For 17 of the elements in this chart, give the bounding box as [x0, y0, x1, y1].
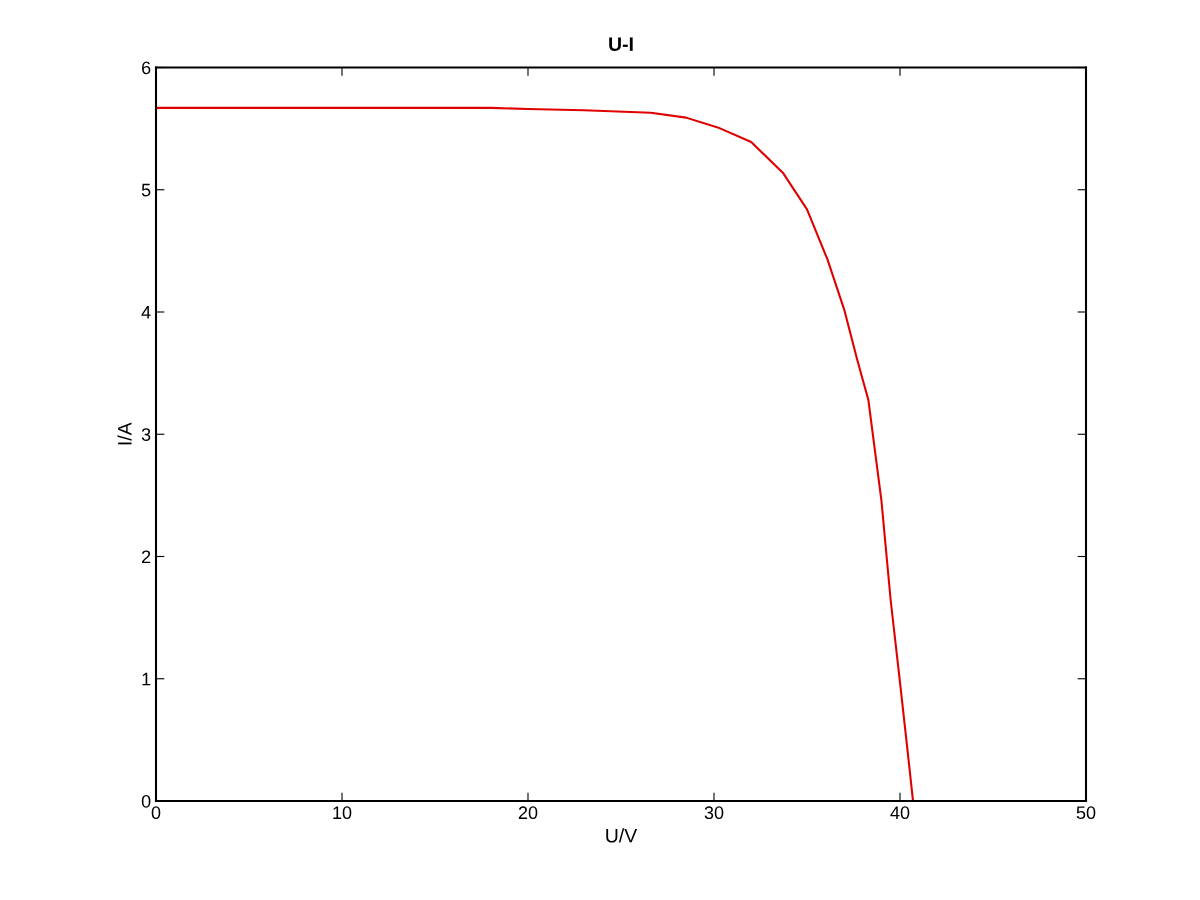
- y-tick-label: 5: [141, 183, 151, 197]
- x-tick-label: 50: [1076, 806, 1096, 820]
- y-tick-label: 3: [141, 428, 151, 441]
- y-tick-label: 6: [142, 61, 151, 75]
- x-axis-title: U/V: [606, 828, 638, 843]
- x-tick-label: 30: [704, 806, 724, 820]
- y-axis-title: I/A: [117, 422, 132, 445]
- y-tick-label: 4: [141, 306, 151, 319]
- y-tick-label: 1: [142, 672, 151, 686]
- line-series: [156, 106, 915, 801]
- chart-title: U-I: [609, 37, 633, 52]
- x-tick-label: 40: [890, 806, 910, 820]
- x-tick-label: 10: [333, 806, 352, 820]
- y-tick-label: 0: [141, 794, 151, 808]
- y-tick-label: 2: [142, 550, 151, 564]
- x-tick-label: 20: [518, 806, 538, 820]
- x-tick-label: 0: [151, 806, 161, 820]
